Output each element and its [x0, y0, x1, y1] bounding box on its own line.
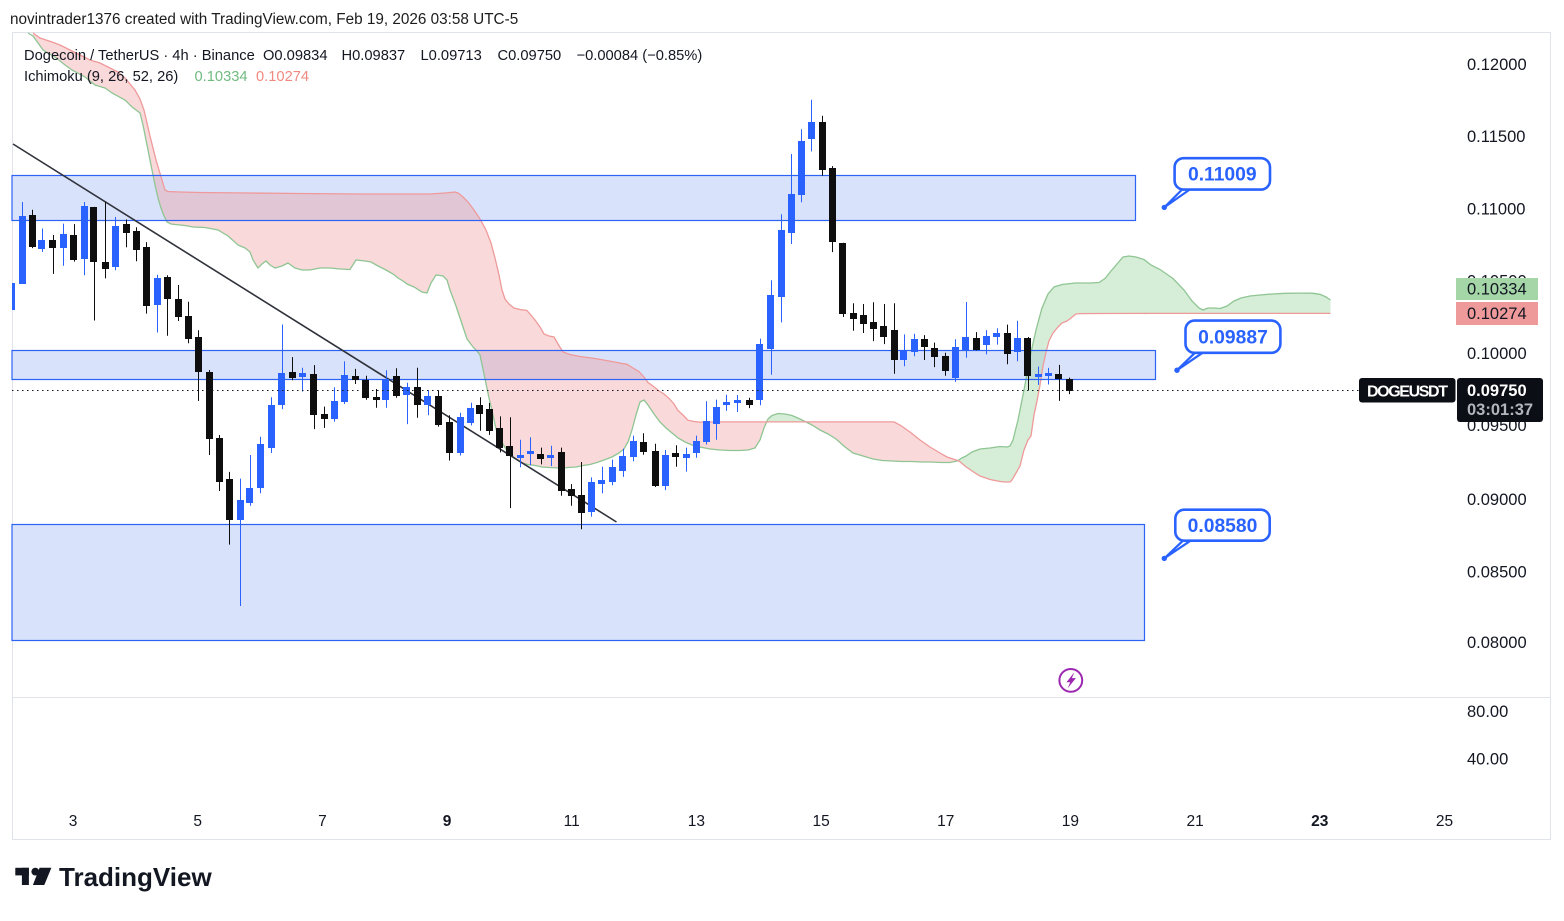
svg-text:5: 5 — [193, 813, 202, 830]
svg-text:0.09887: 0.09887 — [1198, 328, 1268, 349]
svg-text:9: 9 — [443, 813, 452, 830]
svg-text:25: 25 — [1436, 813, 1453, 830]
svg-text:0.10274: 0.10274 — [256, 69, 309, 85]
svg-text:0.11009: 0.11009 — [1188, 165, 1257, 186]
svg-text:0.08000: 0.08000 — [1467, 634, 1527, 652]
svg-text:21: 21 — [1186, 813, 1203, 830]
svg-text:17: 17 — [937, 813, 954, 830]
svg-text:0.12000: 0.12000 — [1467, 56, 1527, 74]
svg-text:Dogecoin / TetherUS · 4h · Bin: Dogecoin / TetherUS · 4h · Binance — [24, 48, 255, 64]
svg-text:DOGEUSDT: DOGEUSDT — [1367, 384, 1448, 401]
svg-text:03:01:37: 03:01:37 — [1467, 401, 1533, 419]
svg-text:0.10334: 0.10334 — [1467, 281, 1527, 299]
svg-text:7: 7 — [318, 813, 327, 830]
svg-text:0.09000: 0.09000 — [1467, 491, 1527, 509]
svg-text:11: 11 — [564, 813, 580, 830]
svg-text:0.11000: 0.11000 — [1467, 201, 1525, 219]
svg-text:15: 15 — [812, 813, 829, 830]
svg-text:40.00: 40.00 — [1467, 751, 1508, 769]
svg-text:L0.09713: L0.09713 — [421, 48, 482, 64]
svg-text:TradingView: TradingView — [59, 862, 212, 892]
svg-text:0.10000: 0.10000 — [1467, 345, 1527, 363]
svg-text:80.00: 80.00 — [1467, 703, 1508, 721]
svg-text:Ichimoku (9, 26, 52, 26): Ichimoku (9, 26, 52, 26) — [24, 69, 178, 85]
svg-text:−0.00084 (−0.85%): −0.00084 (−0.85%) — [577, 48, 703, 64]
svg-text:novintrader1376 created with T: novintrader1376 created with TradingView… — [10, 11, 518, 28]
svg-text:0.11500: 0.11500 — [1467, 128, 1525, 146]
svg-text:3: 3 — [69, 813, 78, 830]
svg-text:0.08580: 0.08580 — [1188, 516, 1258, 537]
svg-text:13: 13 — [688, 813, 705, 830]
svg-text:H0.09837: H0.09837 — [342, 48, 406, 64]
svg-text:0.10274: 0.10274 — [1467, 305, 1527, 323]
svg-text:19: 19 — [1062, 813, 1079, 830]
svg-text:0.10334: 0.10334 — [195, 69, 248, 85]
svg-text:C0.09750: C0.09750 — [498, 48, 562, 64]
svg-text:23: 23 — [1311, 813, 1329, 830]
svg-text:0.09750: 0.09750 — [1467, 382, 1527, 400]
svg-text:O0.09834: O0.09834 — [263, 48, 328, 64]
svg-text:0.08500: 0.08500 — [1467, 563, 1527, 581]
